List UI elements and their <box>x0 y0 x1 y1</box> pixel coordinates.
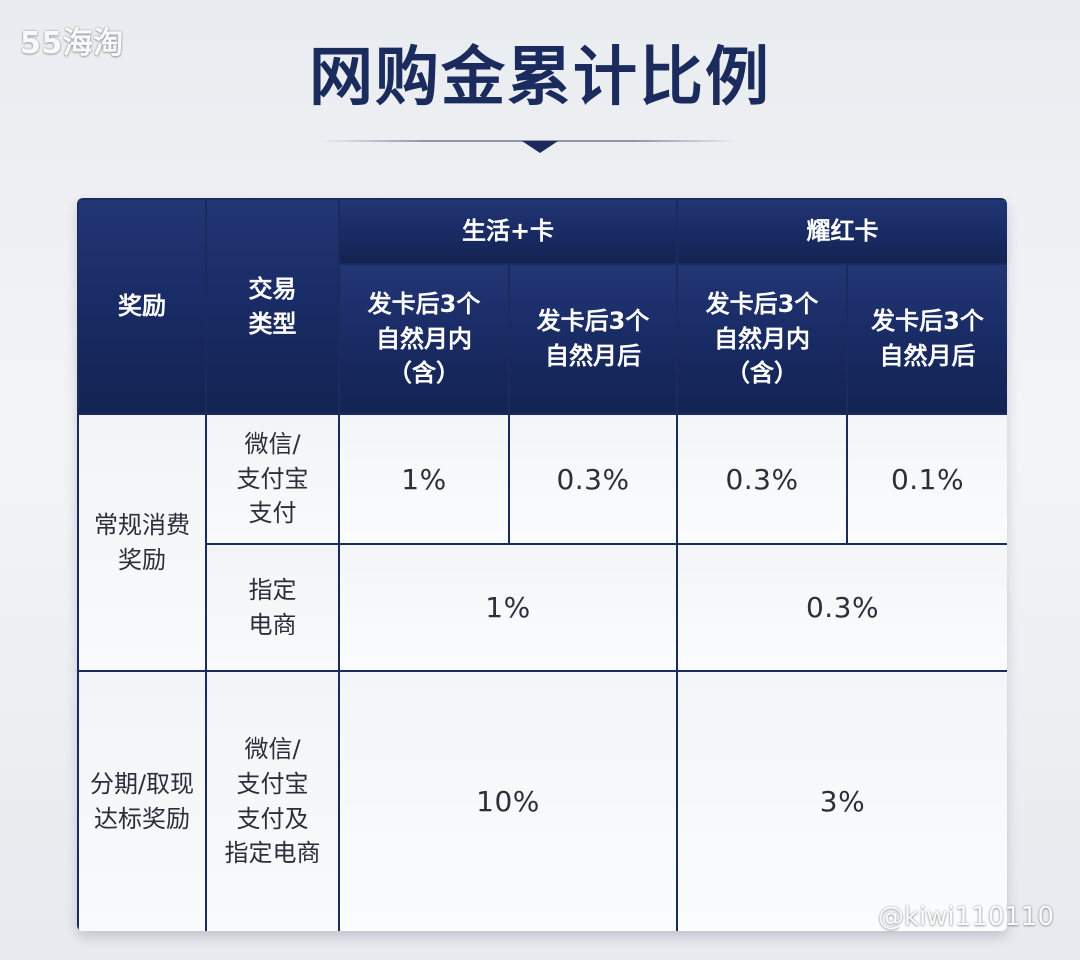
page-title: 网购金累计比例 <box>309 41 771 115</box>
rate-value: 10% <box>476 785 540 818</box>
header-reward: 奖励 <box>77 198 207 415</box>
rate-cell: 1% <box>337 543 679 672</box>
rate-table-container: 奖励 交易 类型 生活+卡 耀红卡 发卡后3个 自然月内 （含） 发卡后3个 自… <box>77 198 1007 931</box>
header-card-life-plus-label: 生活+卡 <box>461 217 555 246</box>
row-type-wechat-alipay-ecommerce: 微信/ 支付宝 支付及 指定电商 <box>205 670 340 931</box>
header-period-after-1: 发卡后3个 自然月后 <box>507 263 679 415</box>
header-period-after-1-label: 发卡后3个 自然月后 <box>536 307 650 370</box>
author-watermark: @kiwi110110 <box>877 902 1054 932</box>
row-label-installment-reward: 分期/取现 达标奖励 <box>77 670 207 931</box>
row-type-designated-ecommerce: 指定 电商 <box>205 543 340 672</box>
rate-cell: 1% <box>338 413 510 545</box>
rate-value: 1% <box>401 462 447 496</box>
header-reward-label: 奖励 <box>118 292 166 321</box>
table-row: 分期/取现 达标奖励 微信/ 支付宝 支付及 指定电商 10% 3% <box>77 670 1007 931</box>
wechat-alipay-ecommerce-label: 微信/ 支付宝 支付及 指定电商 <box>224 734 321 868</box>
cashback-rate-table: 奖励 交易 类型 生活+卡 耀红卡 发卡后3个 自然月内 （含） 发卡后3个 自… <box>77 198 1007 931</box>
regular-reward-label: 常规消费 奖励 <box>94 510 190 574</box>
rate-value: 0.1% <box>890 462 965 496</box>
header-period-within-2-label: 发卡后3个 自然月内 （含） <box>705 289 819 388</box>
header-card-yaohong: 耀红卡 <box>676 198 1007 265</box>
rate-value: 0.3% <box>725 462 799 496</box>
header-period-after-2-label: 发卡后3个 自然月后 <box>871 307 984 370</box>
header-period-within-1-label: 发卡后3个 自然月内 （含） <box>367 289 481 388</box>
rate-cell: 3% <box>676 670 1007 931</box>
header-card-life-plus: 生活+卡 <box>337 198 679 265</box>
header-transaction-type-label: 交易 类型 <box>248 274 297 338</box>
wechat-alipay-label: 微信/ 支付宝 支付 <box>236 429 309 528</box>
rate-cell: 0.3% <box>507 413 679 545</box>
rate-value: 0.3% <box>556 462 630 496</box>
designated-ecommerce-label: 指定 电商 <box>248 575 297 639</box>
rate-cell: 10% <box>337 670 679 931</box>
rate-value: 3% <box>819 785 866 818</box>
header-period-within-1: 发卡后3个 自然月内 （含） <box>338 263 510 415</box>
rate-cell: 0.3% <box>676 413 849 545</box>
header-card-yaohong-label: 耀红卡 <box>806 217 879 246</box>
rate-cell: 0.3% <box>676 543 1007 672</box>
rate-value: 0.3% <box>805 591 880 624</box>
header-period-within-2: 发卡后3个 自然月内 （含） <box>676 263 849 415</box>
row-label-regular-reward: 常规消费 奖励 <box>77 413 207 672</box>
header-transaction-type: 交易 类型 <box>205 198 340 415</box>
installment-reward-label: 分期/取现 达标奖励 <box>89 769 195 833</box>
table-row: 指定 电商 1% 0.3% <box>78 543 1007 672</box>
site-watermark: 55海淘 <box>20 26 124 61</box>
rate-cell: 0.1% <box>846 413 1007 545</box>
row-type-wechat-alipay: 微信/ 支付宝 支付 <box>205 413 340 545</box>
title-arrow-icon <box>522 141 558 153</box>
table-row: 常规消费 奖励 微信/ 支付宝 支付 1% 0.3% 0.3% 0.1% <box>77 413 1007 672</box>
header-period-after-2: 发卡后3个 自然月后 <box>846 263 1007 415</box>
rate-value: 1% <box>485 591 531 624</box>
